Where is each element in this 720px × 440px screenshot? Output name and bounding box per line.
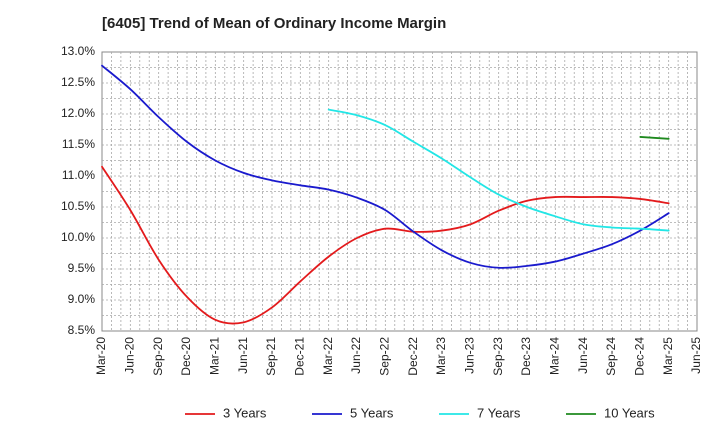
series-layer xyxy=(101,64,670,325)
grid-layer xyxy=(102,52,697,331)
y-axis-ticks: 8.5% 9.0% 9.5% 10.0% 10.5% 11.0% 11.5% 12.0% 12.… xyxy=(61,44,95,337)
x-tick-label: Jun-20 xyxy=(123,337,137,374)
x-axis-ticks: Mar-20 Jun-20 Sep-20 Dec-20 Mar-21 Jun-21 Sep-… xyxy=(94,337,703,376)
x-tick-label: Jun-23 xyxy=(463,337,477,374)
y-tick-label: 13.0% xyxy=(61,44,95,58)
x-tick-label: Jun-21 xyxy=(236,337,250,374)
y-tick-label: 9.0% xyxy=(68,292,96,306)
x-tick-label: Dec-21 xyxy=(293,337,307,376)
y-tick-label: 8.5% xyxy=(68,323,96,337)
x-tick-label: Sep-23 xyxy=(491,337,505,376)
x-tick-label: Sep-20 xyxy=(151,337,165,376)
x-tick-label: Mar-25 xyxy=(661,337,675,375)
y-tick-label: 12.0% xyxy=(61,106,95,120)
x-tick-label: Dec-20 xyxy=(179,337,193,376)
x-tick-label: Jun-24 xyxy=(576,337,590,374)
y-tick-label: 9.5% xyxy=(68,261,96,275)
x-tick-label: Mar-21 xyxy=(208,337,222,375)
y-tick-label: 10.0% xyxy=(61,230,95,244)
legend-label-5-years: 5 Years xyxy=(350,405,394,420)
series-line-10-years xyxy=(639,136,670,140)
x-tick-label: Jun-22 xyxy=(349,337,363,374)
x-tick-label: Mar-20 xyxy=(94,337,108,375)
x-tick-label: Mar-24 xyxy=(548,337,562,375)
chart-title: [6405] Trend of Mean of Ordinary Income … xyxy=(102,15,447,32)
legend-label-3-years: 3 Years xyxy=(223,405,267,420)
series-line-3-years xyxy=(101,165,670,325)
x-tick-label: Mar-23 xyxy=(434,337,448,375)
x-tick-label: Jun-25 xyxy=(689,337,703,374)
x-tick-label: Sep-24 xyxy=(604,337,618,376)
legend-label-7-years: 7 Years xyxy=(477,405,521,420)
series-line-5-years xyxy=(101,64,670,269)
legend: 3 Years 5 Years 7 Years 10 Years xyxy=(185,405,655,420)
y-tick-label: 12.5% xyxy=(61,75,95,89)
x-tick-label: Dec-22 xyxy=(406,337,420,376)
x-tick-label: Dec-23 xyxy=(519,337,533,376)
x-tick-label: Sep-22 xyxy=(378,337,392,376)
series-line-7-years xyxy=(327,108,670,232)
y-tick-label: 11.5% xyxy=(62,137,95,151)
x-tick-label: Dec-24 xyxy=(633,337,647,376)
y-tick-label: 11.0% xyxy=(62,168,95,182)
legend-label-10-years: 10 Years xyxy=(604,405,655,420)
x-tick-label: Mar-22 xyxy=(321,337,335,375)
y-tick-label: 10.5% xyxy=(61,199,95,213)
x-tick-label: Sep-21 xyxy=(264,337,278,376)
